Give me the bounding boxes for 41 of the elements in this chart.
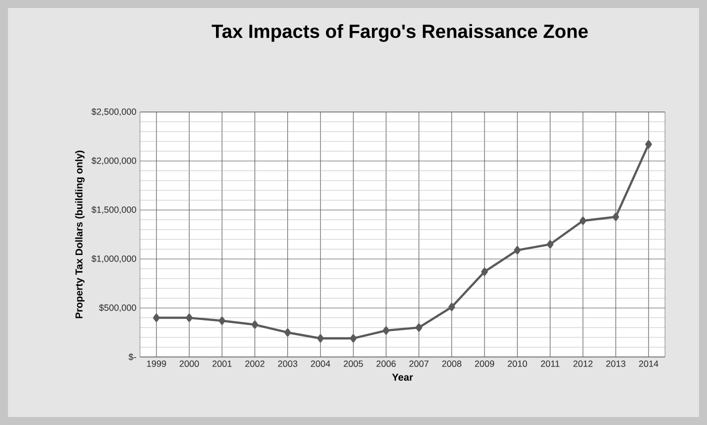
x-tick-label: 2001	[212, 360, 232, 367]
x-tick-label: 2013	[606, 360, 626, 367]
point	[481, 268, 488, 276]
point	[186, 314, 193, 322]
point	[153, 314, 160, 322]
x-tick-label: 2003	[278, 360, 298, 367]
point	[252, 320, 258, 329]
x-tick-label: 2002	[245, 360, 264, 367]
x-tick-label: 2000	[180, 360, 199, 367]
point	[514, 246, 521, 254]
point	[416, 323, 422, 332]
chart-title: Tax Impacts of Fargo's Renaissance Zone	[212, 24, 588, 42]
point	[612, 212, 620, 221]
point	[448, 302, 456, 312]
y-tick-label: $-	[128, 353, 136, 361]
x-tick-label: 2014	[639, 360, 658, 367]
x-tick-label: 2005	[344, 360, 363, 367]
x-tick-label: 2012	[573, 360, 593, 367]
point	[350, 334, 357, 342]
point	[382, 326, 390, 335]
y-axis-title: Property Tax Dollars (building only)	[75, 150, 85, 318]
x-tick-label: 2006	[376, 360, 396, 367]
x-tick-label: 1999	[147, 360, 166, 367]
y-tick-label: $1,500,000	[92, 206, 136, 214]
point	[580, 216, 586, 225]
x-axis-title: Year	[392, 374, 413, 381]
y-tick-label: $2,500,000	[92, 108, 136, 116]
point	[218, 316, 226, 325]
point	[645, 140, 652, 148]
x-tick-label: 2008	[442, 360, 462, 367]
y-tick-label: $500,000	[99, 304, 136, 312]
x-tick-label: 2009	[474, 360, 494, 367]
x-tick-label: 2007	[409, 360, 428, 367]
x-tick-label: 2004	[310, 360, 330, 367]
point	[284, 328, 292, 337]
x-tick-label: 2010	[508, 360, 527, 367]
y-tick-label: $1,000,000	[92, 255, 136, 263]
x-tick-label: 2011	[540, 360, 560, 367]
y-tick-label: $2,000,000	[92, 157, 136, 165]
point	[317, 334, 324, 342]
point	[546, 240, 554, 248]
